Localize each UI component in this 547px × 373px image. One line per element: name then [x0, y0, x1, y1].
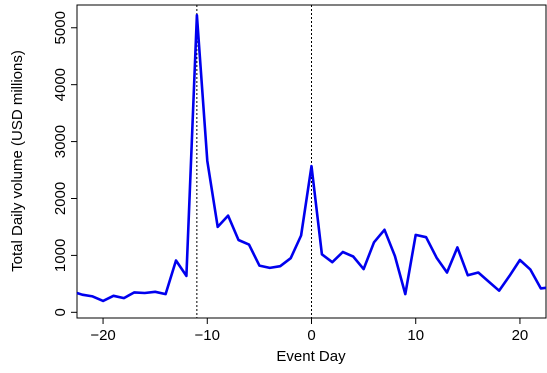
y-tick-label: 0 [52, 308, 69, 316]
x-tick-label: 0 [307, 327, 315, 344]
y-tick-label: 4000 [52, 68, 69, 101]
x-axis: −20 −10 0 10 20 [90, 318, 528, 344]
y-tick-label: 2000 [52, 182, 69, 215]
y-axis-title: Total Daily volume (USD millions) [9, 50, 26, 272]
y-tick-label: 1000 [52, 239, 69, 272]
x-tick-label: −20 [90, 327, 115, 344]
x-tick-label: 10 [407, 327, 424, 344]
x-axis-title: Event Day [276, 348, 346, 365]
series-line-0 [76, 13, 547, 303]
x-tick-label: 20 [512, 327, 529, 344]
y-axis: 0 1000 2000 3000 4000 5000 [52, 11, 77, 316]
series-group [76, 13, 547, 303]
event-reference-lines [196, 5, 312, 318]
x-tick-label: −10 [195, 327, 220, 344]
y-tick-label: 3000 [52, 125, 69, 158]
y-tick-label: 5000 [52, 11, 69, 44]
